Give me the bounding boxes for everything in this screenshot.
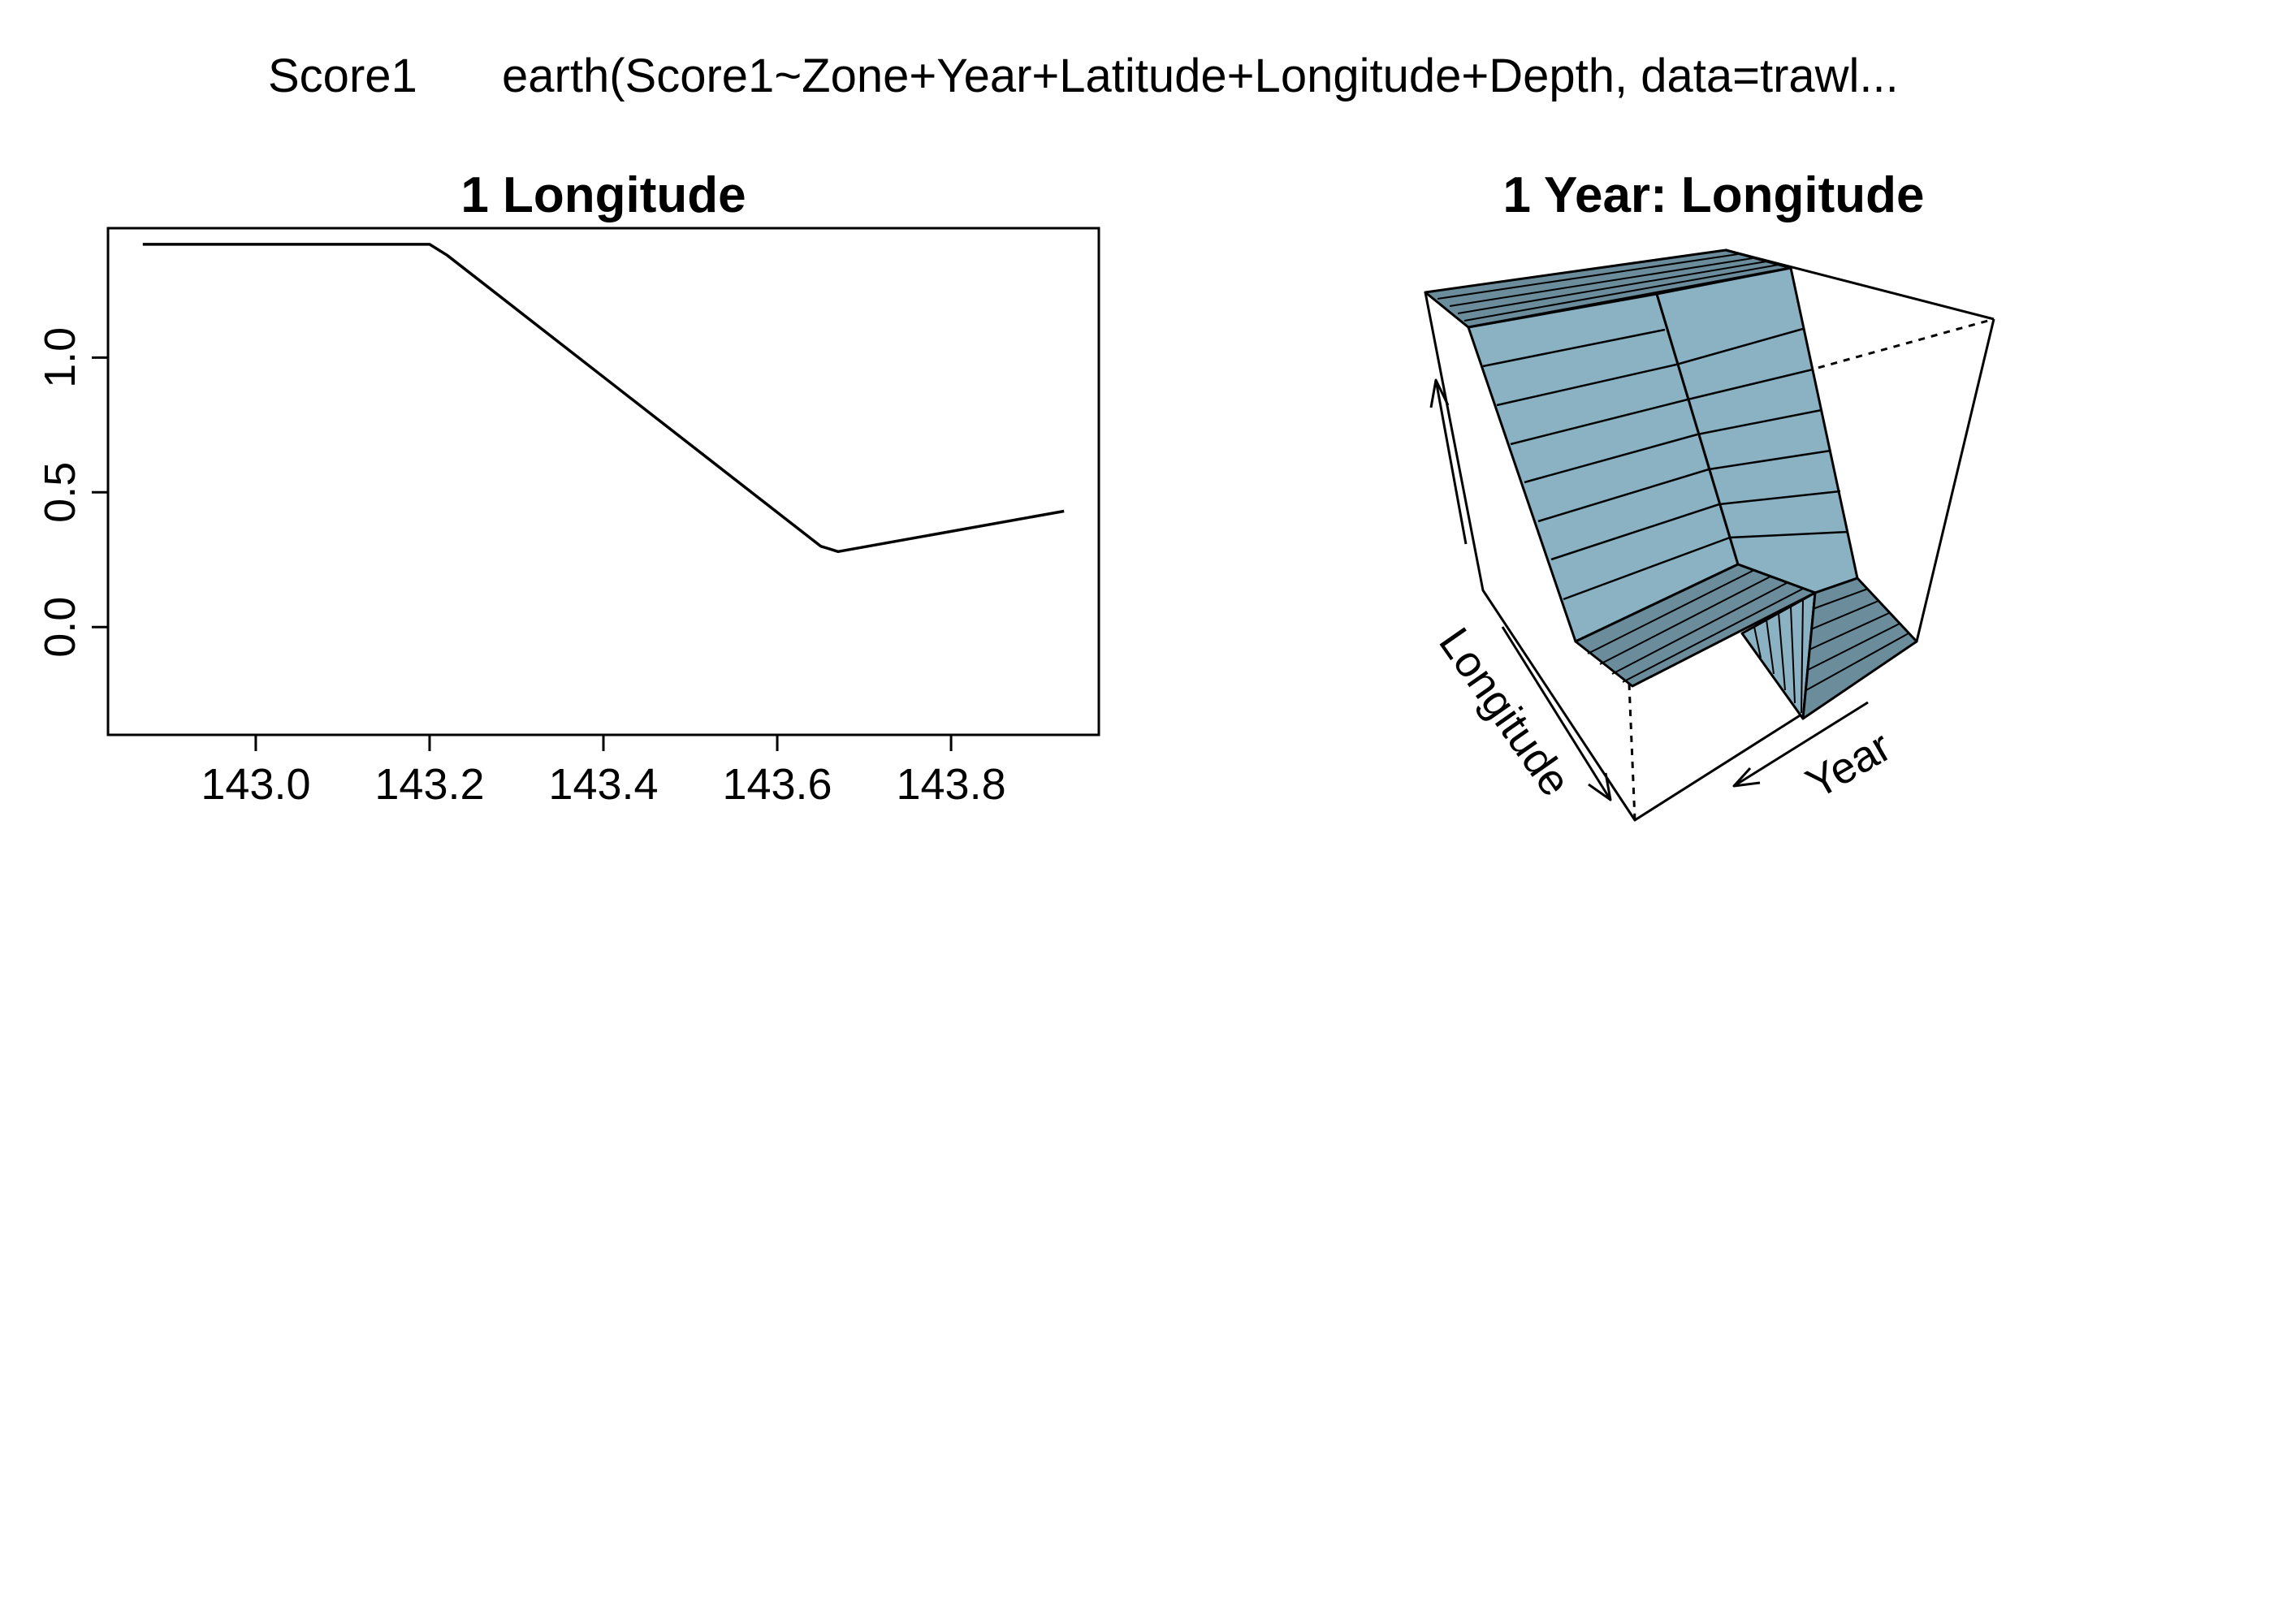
response-name: Score1 [268,50,417,102]
series-line [142,243,1065,554]
line-plot: 143.0 143.2 143.4 143.6 143.8 0.0 0.5 1.0 [36,227,1100,809]
surface-plot [1424,248,1995,822]
x-axis: 143.0 143.2 143.4 143.6 143.8 [201,733,1006,809]
line-plot-title: 1 Longitude [460,167,746,223]
y-tick-label: 1.0 [36,327,84,388]
arrow-longitude [1501,626,1612,801]
surface-plot-title: 1 Year: Longitude [1502,167,1925,223]
surface-step-lines [1753,598,1804,714]
surface-slope-grid [1482,327,1849,601]
y-tick-label: 0.0 [36,597,84,658]
x-tick-label: 143.6 [722,760,832,809]
x-tick-label: 143.0 [201,760,310,809]
x-tick-label: 143.2 [374,760,484,809]
surface-floor-right-lines [1805,588,1909,691]
surface-axis-label-year: Year [1798,722,1900,809]
surface-floor-right [1801,577,1918,720]
arrow-vertical [1429,378,1468,545]
x-tick-label: 143.4 [548,760,658,809]
surface-rim-lines [1437,253,1779,322]
y-tick-label: 0.5 [36,462,84,523]
surface-axis-label-longitude: Longitude [1429,619,1580,805]
plot-frame [106,227,1100,736]
surface-floor-left-lines [1587,569,1804,683]
x-tick-label: 143.8 [896,760,1005,809]
line-series [142,243,1065,554]
arrow-year [1732,701,1869,788]
y-axis: 0.0 0.5 1.0 [36,327,110,658]
figure-header: Score1 earth(Score1~Zone+Year+Latitude+L… [0,49,2274,114]
model-call: earth(Score1~Zone+Year+Latitude+Longitud… [502,50,1899,102]
